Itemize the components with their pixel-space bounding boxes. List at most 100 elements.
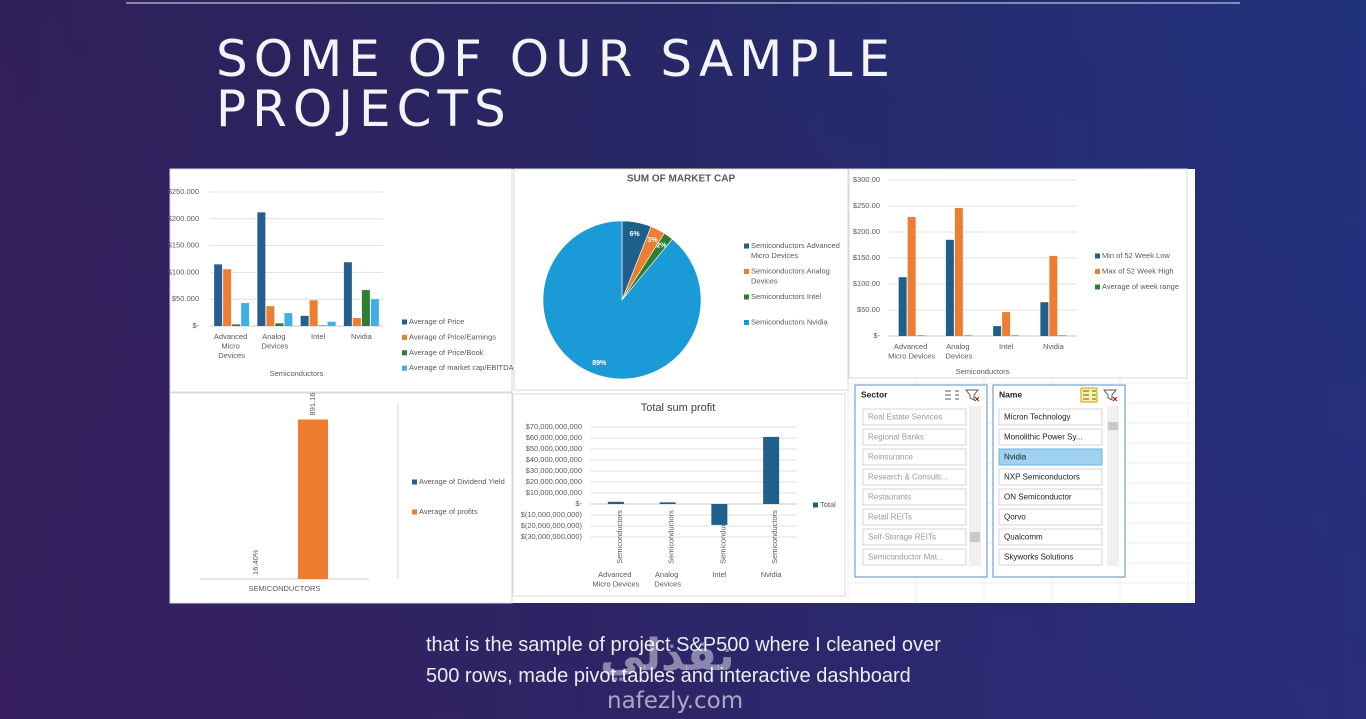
chart-title: SUM OF MARKET CAP: [627, 174, 736, 185]
x-tick-label: Analog Devices: [946, 342, 973, 361]
slicer-item-label: Qorvo: [1004, 513, 1026, 522]
pie-slice: [542, 220, 702, 380]
panel: [169, 392, 513, 604]
panel: [848, 168, 1188, 379]
slicer-item[interactable]: [862, 548, 967, 566]
bar: [361, 290, 370, 326]
legend-label: Average of profits: [419, 507, 478, 516]
y-tick-label: $150.00: [853, 253, 880, 262]
slicer-icon[interactable]: [945, 390, 959, 400]
slicer-item-label: Micron Technology: [1004, 413, 1071, 422]
y-tick-label: $-: [575, 499, 582, 508]
panel: [512, 393, 846, 597]
bar: [298, 419, 328, 579]
y-tick-label: $50.00: [857, 305, 880, 314]
bar: [352, 317, 361, 326]
bar: [659, 502, 676, 504]
watermark: نفذلي: [600, 630, 735, 681]
bar: [607, 501, 624, 504]
slicer-item[interactable]: [998, 428, 1103, 446]
y-tick-label: $100.00: [853, 279, 880, 288]
slicer-icon[interactable]: [1102, 389, 1118, 402]
y-tick-label: $250.000: [168, 187, 199, 196]
y-tick-label: $-: [873, 331, 880, 340]
bar: [907, 216, 916, 336]
bar: [711, 504, 728, 525]
y-tick-label: $(20,000,000,000): [521, 521, 583, 530]
x-tick-label: Advanced Micro Devices: [888, 342, 935, 361]
legend-label: Average of Price: [409, 317, 464, 326]
bar: [954, 208, 963, 336]
bar: [763, 436, 780, 504]
bar: [963, 335, 972, 336]
bar: [266, 306, 275, 326]
slicer-item[interactable]: [998, 548, 1103, 566]
scroll-thumb[interactable]: [970, 532, 980, 542]
bar: [370, 299, 379, 326]
bar: [284, 313, 293, 326]
legend-label: Total: [820, 500, 836, 509]
legend-swatch: [813, 502, 818, 508]
slicer-item[interactable]: [862, 508, 967, 526]
slide-title: SOME OF OUR SAMPLE PROJECTS: [216, 30, 896, 138]
legend-swatch: [412, 509, 417, 515]
legend-swatch: [744, 320, 749, 325]
slicer-item[interactable]: [862, 408, 967, 426]
bar: [214, 264, 223, 326]
bar: [300, 315, 309, 326]
slicer-item[interactable]: [998, 468, 1103, 486]
bar: [1040, 302, 1049, 336]
slicer-item[interactable]: [862, 528, 967, 546]
bar: [945, 239, 954, 336]
bar: [1049, 255, 1058, 336]
legend-label: Average of Price/Earnings: [409, 332, 496, 341]
slicer-item-label: Nvidia: [1004, 453, 1027, 462]
x-tick-label: Advanced Micro Devices: [592, 570, 639, 589]
legend-swatch: [744, 294, 749, 300]
y-tick-label: $10,000,000,000: [526, 488, 582, 497]
slicer-item[interactable]: [862, 448, 967, 466]
slicer-item[interactable]: [998, 488, 1103, 506]
legend-swatch: [744, 243, 749, 249]
x-group-label: Semiconductors: [667, 510, 676, 564]
y-tick-label: $50.000: [172, 294, 199, 303]
slicer-item[interactable]: [862, 468, 967, 486]
slicer-icon[interactable]: [1083, 390, 1096, 400]
slicer-item[interactable]: [998, 508, 1103, 526]
legend-label: Semiconductors Intel: [751, 292, 821, 301]
x-tick-label: Nvidia: [761, 570, 783, 579]
data-label: 16.40%: [251, 549, 260, 575]
scrollbar: [1107, 406, 1119, 566]
slicer-item-label: Real Estate Services: [868, 413, 942, 422]
slicer-icon[interactable]: [964, 389, 980, 402]
slicer-item-label: Research & Consulti...: [868, 473, 948, 482]
y-tick-label: $200.000: [168, 214, 199, 223]
slicer-item-label: Regional Banks: [868, 433, 924, 442]
bar: [1002, 312, 1011, 336]
slicer-item-label: ON Semiconductor: [1004, 493, 1072, 502]
x-tick-label: Nvidia: [351, 332, 373, 341]
y-tick-label: $100.000: [168, 267, 199, 276]
bar: [993, 326, 1002, 336]
slicer-title: Sector: [861, 389, 888, 399]
bar: [223, 269, 232, 326]
slicer-item-label: Monolithic Power Sy...: [1004, 433, 1083, 442]
slicer-item[interactable]: [998, 408, 1103, 426]
slicer-item[interactable]: [998, 528, 1103, 546]
y-tick-label: $60,000,000,000: [526, 433, 582, 442]
slicer-item[interactable]: [862, 488, 967, 506]
slicer-title: Name: [999, 389, 1022, 399]
data-label: 89%: [592, 360, 607, 367]
x-tick-label: SEMICONDUCTORS: [249, 584, 321, 593]
bar: [318, 325, 327, 326]
x-group-label: Semiconductors: [770, 510, 779, 564]
slicer-item[interactable]: [862, 428, 967, 446]
bar: [241, 302, 250, 326]
scroll-thumb[interactable]: [1108, 422, 1118, 430]
slicer-item[interactable]: [998, 448, 1103, 466]
bar: [916, 335, 925, 336]
x-tick-label: Advanced Micro Devices: [214, 332, 249, 360]
legend-swatch: [402, 334, 407, 340]
legend-label: Semiconductors Advanced Micro Devices: [751, 241, 842, 260]
y-tick-label: $250.00: [853, 201, 880, 210]
